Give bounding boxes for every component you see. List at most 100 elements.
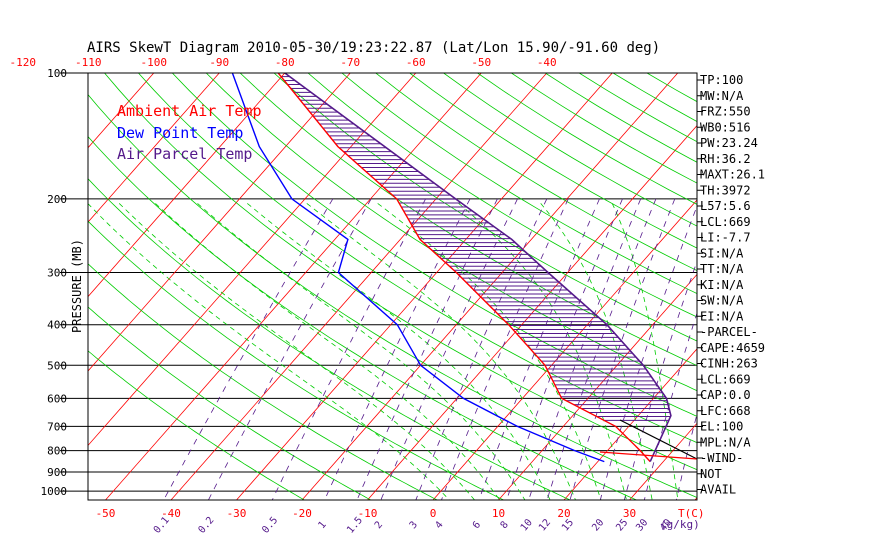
stability-index-label: KI:N/A bbox=[700, 278, 744, 292]
mixing-ratio-tick-label: 3 bbox=[408, 520, 420, 532]
top-temp-tick-label: -90 bbox=[209, 56, 229, 69]
mixing-ratio-tick-label: 8 bbox=[499, 520, 511, 532]
bottom-temp-tick-label: 0 bbox=[430, 507, 437, 520]
top-temp-tick-label: -50 bbox=[471, 56, 491, 69]
stability-index-label: MPL:N/A bbox=[700, 435, 751, 449]
stability-index-label: SW:N/A bbox=[700, 294, 744, 308]
mixing-ratio-unit-label: (g/kg) bbox=[660, 518, 700, 531]
moist-adiabat-line bbox=[611, 203, 679, 500]
bottom-temp-tick-label: 10 bbox=[492, 507, 505, 520]
mixing-ratio-tick-label: 1 bbox=[317, 520, 329, 532]
isotherm-line bbox=[498, 273, 697, 500]
mixing-ratio-tick-label: 6 bbox=[471, 520, 483, 532]
mixing-ratio-tick-label: 4 bbox=[433, 520, 445, 532]
isotherm-line bbox=[432, 199, 697, 500]
mixing-ratio-line bbox=[271, 198, 426, 500]
stability-index-label: CAP:0.0 bbox=[700, 388, 751, 402]
stability-index-label: LFC:668 bbox=[700, 404, 751, 418]
dry-adiabat-line bbox=[646, 73, 697, 103]
pressure-tick-label: 200 bbox=[47, 193, 67, 206]
stability-index-label: NOT bbox=[700, 467, 722, 481]
isotherm-line bbox=[88, 73, 286, 298]
moist-adiabat-line bbox=[540, 203, 653, 500]
dry-adiabat-line bbox=[88, 93, 697, 498]
dry-adiabat-line bbox=[409, 73, 697, 249]
pressure-tick-label: 600 bbox=[47, 392, 67, 405]
top-temp-tick-label: -80 bbox=[275, 56, 295, 69]
moist-adiabat-line bbox=[118, 203, 475, 500]
stability-index-label: TP:100 bbox=[700, 73, 743, 87]
mixing-ratio-tick-label: 10 bbox=[519, 517, 535, 533]
moist-adiabat-line bbox=[155, 203, 501, 500]
bottom-temp-tick-label: 30 bbox=[623, 507, 636, 520]
pressure-tick-label: 1000 bbox=[41, 485, 68, 498]
isotherm-line bbox=[88, 73, 220, 223]
mixing-ratio-line bbox=[415, 198, 548, 500]
mixing-ratio-line bbox=[163, 198, 334, 500]
dry-adiabat-line bbox=[88, 263, 438, 500]
dew-point-temp-line bbox=[231, 73, 605, 463]
stability-index-label: EI:N/A bbox=[700, 309, 744, 323]
mixing-ratio-tick-label: 0.2 bbox=[196, 515, 216, 536]
isotherm-line bbox=[170, 73, 548, 500]
pressure-tick-label: 900 bbox=[47, 466, 67, 479]
pressure-tick-label: 500 bbox=[47, 359, 67, 372]
mixing-ratio-line bbox=[380, 198, 518, 500]
dry-adiabat-line bbox=[307, 73, 697, 318]
pressure-tick-label: 700 bbox=[47, 420, 67, 433]
top-temp-tick-label: -70 bbox=[340, 56, 360, 69]
air-parcel-temp-line bbox=[284, 73, 672, 462]
legend-dew-point-temp: Dew Point Temp bbox=[117, 124, 243, 142]
stability-index-label: WB0:516 bbox=[700, 120, 751, 134]
dry-adiabat-line bbox=[88, 178, 571, 500]
chart-title: AIRS SkewT Diagram 2010-05-30/19:23:22.8… bbox=[87, 40, 660, 56]
stability-index-label: SI:N/A bbox=[700, 246, 744, 260]
mixing-ratio-line bbox=[208, 198, 372, 500]
stability-index-label: MAXT:26.1 bbox=[700, 168, 765, 182]
bottom-temp-tick-label: -30 bbox=[227, 507, 247, 520]
ambient-air-temp-line bbox=[277, 73, 651, 463]
top-temp-tick-label: -60 bbox=[406, 56, 426, 69]
mixing-ratio-line bbox=[528, 198, 642, 500]
moist-adiabat-line bbox=[377, 203, 602, 500]
mixing-ratio-tick-label: 2 bbox=[373, 520, 385, 532]
mixing-ratio-tick-label: 0.5 bbox=[260, 515, 280, 536]
moist-adiabat-line bbox=[88, 203, 450, 500]
stability-index-label: AVAIL bbox=[700, 483, 736, 497]
mixing-ratio-line bbox=[623, 260, 697, 500]
mixing-ratio-line bbox=[569, 198, 676, 500]
pressure-tick-label: 800 bbox=[47, 445, 67, 458]
legend: Ambient Air Temp Dew Point Temp Air Parc… bbox=[117, 102, 262, 163]
dry-adiabat-line bbox=[511, 73, 697, 184]
dry-adiabat-line bbox=[104, 73, 697, 471]
moist-adiabat-line bbox=[247, 203, 551, 500]
stability-index-label: CINH:263 bbox=[700, 357, 758, 371]
top-temp-tick-label: -120 bbox=[10, 56, 37, 69]
stability-index-label: TH:3972 bbox=[700, 183, 751, 197]
moist-adiabat-line bbox=[197, 203, 526, 500]
mixing-ratio-line bbox=[546, 198, 657, 500]
mixing-ratio-tick-label: 30 bbox=[634, 517, 650, 533]
pressure-tick-label: 300 bbox=[47, 267, 67, 280]
surface-connector-line bbox=[599, 451, 698, 460]
dry-adiabat-line bbox=[88, 136, 637, 500]
top-temp-tick-label: -40 bbox=[537, 56, 557, 69]
dry-adiabat-line bbox=[88, 306, 371, 500]
bottom-temp-tick-label: -40 bbox=[161, 507, 181, 520]
bottom-axis-label: T(C) bbox=[678, 507, 705, 520]
bottom-temp-tick-label: -20 bbox=[292, 507, 312, 520]
isotherm-line bbox=[761, 73, 870, 500]
plot-frame bbox=[87, 72, 698, 501]
stability-index-label: -PARCEL- bbox=[700, 325, 758, 339]
stability-index-label: LCL:669 bbox=[700, 372, 751, 386]
mixing-ratio-line bbox=[599, 204, 697, 500]
mixing-ratio-line bbox=[324, 198, 471, 500]
dry-adiabat-line bbox=[341, 73, 697, 295]
isotherm-line bbox=[88, 73, 351, 372]
isotherm-line bbox=[0, 73, 23, 500]
pressure-tick-label: 100 bbox=[47, 67, 67, 80]
mixing-ratio-line bbox=[356, 198, 498, 500]
dry-adiabat-line bbox=[205, 73, 697, 392]
